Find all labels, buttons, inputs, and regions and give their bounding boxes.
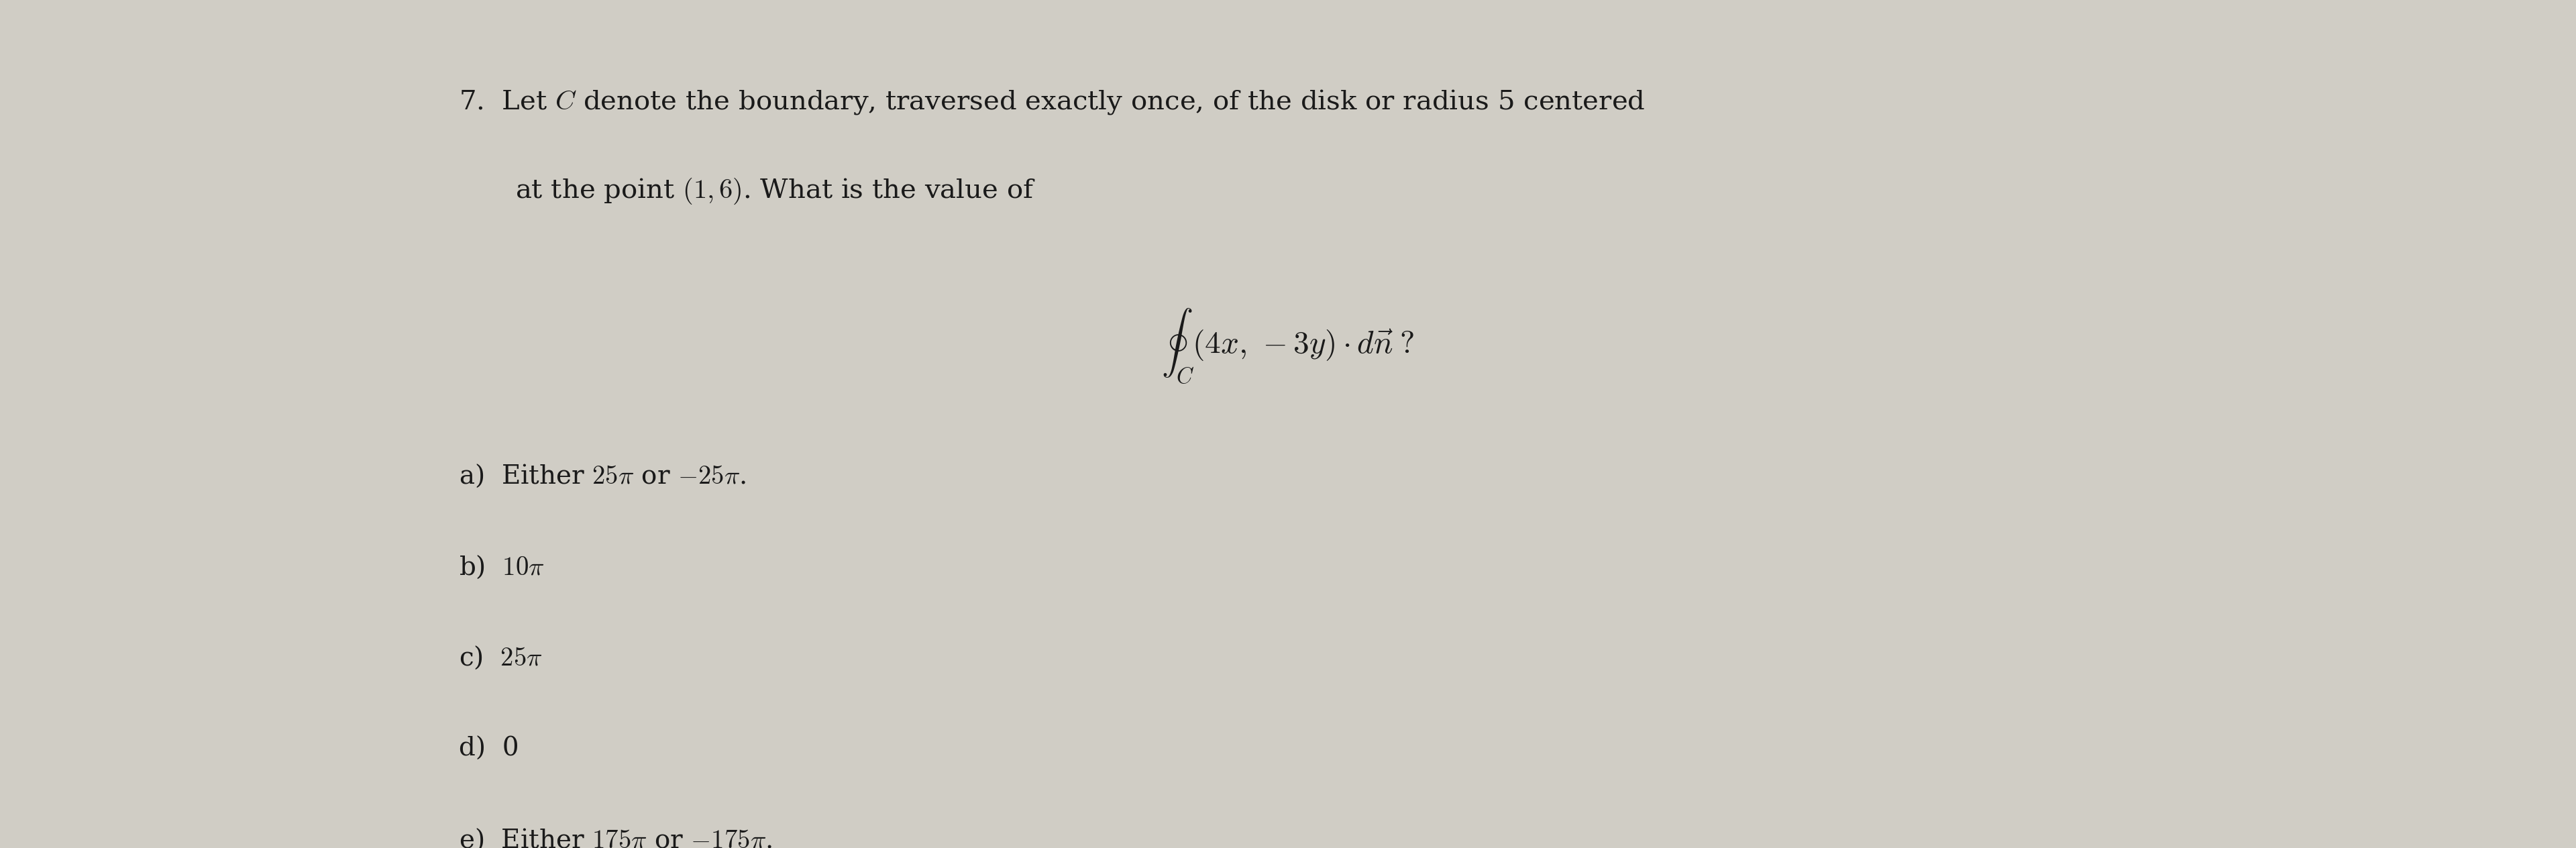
Text: 7.  Let $C$ denote the boundary, traversed exactly once, of the disk or radius 5: 7. Let $C$ denote the boundary, traverse… (459, 87, 1646, 115)
Text: e)  Either $175\pi$ or $-175\pi$.: e) Either $175\pi$ or $-175\pi$. (459, 827, 773, 848)
Text: b)  $10\pi$: b) $10\pi$ (459, 554, 544, 580)
Text: d)  0: d) 0 (459, 737, 518, 762)
Text: a)  Either $25\pi$ or $-25\pi$.: a) Either $25\pi$ or $-25\pi$. (459, 463, 744, 489)
Text: at the point $(1, 6)$. What is the value of: at the point $(1, 6)$. What is the value… (515, 176, 1036, 206)
Text: $\oint_C (4x,\,-3y)\cdot d\vec{n}\;?$: $\oint_C (4x,\,-3y)\cdot d\vec{n}\;?$ (1162, 306, 1414, 385)
Text: c)  $25\pi$: c) $25\pi$ (459, 644, 541, 671)
